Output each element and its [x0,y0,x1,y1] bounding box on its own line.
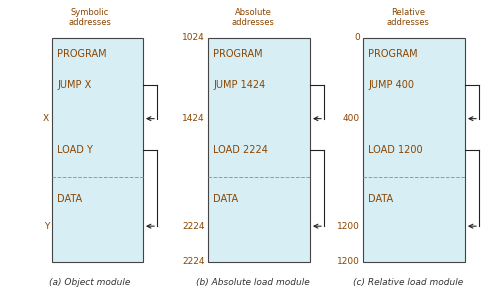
Text: PROGRAM: PROGRAM [213,49,263,59]
Text: 400: 400 [343,114,360,123]
Text: 2224: 2224 [183,257,205,266]
Text: DATA: DATA [368,194,393,204]
Text: (a) Object module: (a) Object module [49,278,131,287]
Text: JUMP 1424: JUMP 1424 [213,80,265,90]
Text: 0: 0 [354,33,360,42]
Bar [208,38,310,262]
Text: Symbolic
addresses: Symbolic addresses [68,8,111,28]
Text: Absolute
addresses: Absolute addresses [232,8,275,28]
Text: 2224: 2224 [183,222,205,231]
Text: 1024: 1024 [182,33,205,42]
Text: Relative
addresses: Relative addresses [387,8,430,28]
Text: PROGRAM: PROGRAM [368,49,418,59]
Bar [52,38,143,262]
Text: 1200: 1200 [337,257,360,266]
Bar [363,38,465,262]
Text: DATA: DATA [57,194,82,204]
Text: (c) Relative load module: (c) Relative load module [353,278,463,287]
Text: Y: Y [44,222,49,231]
Text: JUMP 400: JUMP 400 [368,80,414,90]
Text: (b) Absolute load module: (b) Absolute load module [196,278,310,287]
Text: JUMP X: JUMP X [57,80,91,90]
Text: PROGRAM: PROGRAM [57,49,107,59]
Text: X: X [43,114,49,123]
Text: 1200: 1200 [337,222,360,231]
Text: DATA: DATA [213,194,238,204]
Text: LOAD Y: LOAD Y [57,145,93,155]
Text: 1424: 1424 [183,114,205,123]
Text: LOAD 2224: LOAD 2224 [213,145,268,155]
Text: LOAD 1200: LOAD 1200 [368,145,423,155]
